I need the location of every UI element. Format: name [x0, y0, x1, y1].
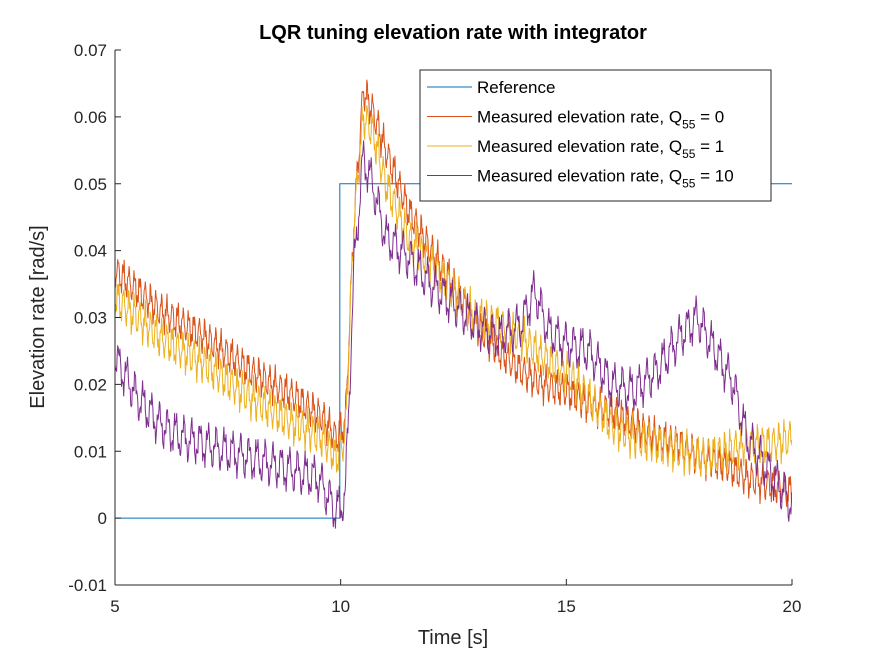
y-tick-label: 0.01 [74, 442, 107, 461]
series-line-2 [115, 105, 792, 478]
series-line-3 [115, 140, 792, 529]
legend: Reference Measured elevation rate, Q55 = … [419, 69, 772, 202]
x-tick-label: 15 [557, 597, 576, 616]
x-axis-label: Time [s] [418, 627, 488, 649]
y-tick-label: 0 [98, 509, 107, 528]
y-tick-label: 0.04 [74, 242, 107, 261]
chart-title: LQR tuning elevation rate with integrato… [259, 22, 647, 44]
legend-label-1: Measured elevation rate, Q55 = 0 [477, 108, 724, 132]
y-tick-label: 0.02 [74, 375, 107, 394]
x-tick-label: 20 [783, 597, 802, 616]
axes-layer: 5 10 15 20 -0.01 0 0.01 0.02 0.03 0.04 0.05 0.06 0.0… [68, 41, 801, 616]
legend-label-3: Measured elevation rate, Q55 = 10 [477, 167, 734, 191]
legend-label-2: Measured elevation rate, Q55 = 1 [477, 137, 724, 161]
y-tick-label: 0.06 [74, 108, 107, 127]
y-axis-label: Elevation rate [rad/s] [27, 225, 49, 408]
x-tick-label: 5 [110, 597, 119, 616]
legend-box [419, 69, 772, 202]
legend-label-0: Reference [477, 78, 555, 97]
x-tick-label: 10 [331, 597, 350, 616]
y-tick-label: -0.01 [68, 576, 107, 595]
y-tick-label: 0.05 [74, 175, 107, 194]
y-tick-label: 0.07 [74, 41, 107, 60]
y-tick-label: 0.03 [74, 309, 107, 328]
